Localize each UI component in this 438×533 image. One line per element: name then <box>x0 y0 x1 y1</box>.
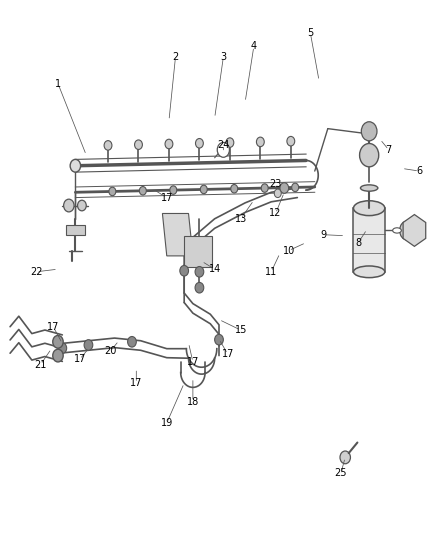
Circle shape <box>217 142 230 157</box>
Circle shape <box>165 139 173 149</box>
Text: 10: 10 <box>283 246 295 256</box>
Text: 5: 5 <box>307 28 314 38</box>
Text: 24: 24 <box>217 140 230 150</box>
Text: 20: 20 <box>104 346 117 357</box>
Circle shape <box>256 137 264 147</box>
Text: 25: 25 <box>335 469 347 478</box>
Text: 22: 22 <box>30 267 42 277</box>
Circle shape <box>180 265 188 276</box>
Text: 14: 14 <box>208 264 221 274</box>
Ellipse shape <box>353 201 385 216</box>
Circle shape <box>231 184 238 193</box>
Circle shape <box>215 334 223 345</box>
Bar <box>184 236 212 266</box>
Text: 1: 1 <box>55 78 61 88</box>
Circle shape <box>200 185 207 193</box>
Bar <box>353 208 385 272</box>
Circle shape <box>53 349 63 362</box>
Text: 17: 17 <box>74 354 86 364</box>
Circle shape <box>226 138 234 147</box>
Polygon shape <box>162 214 193 256</box>
Circle shape <box>360 143 379 167</box>
Text: 11: 11 <box>265 267 277 277</box>
Circle shape <box>261 184 268 192</box>
Circle shape <box>361 122 377 141</box>
Text: 8: 8 <box>355 238 361 248</box>
Circle shape <box>411 226 418 235</box>
Circle shape <box>109 187 116 196</box>
Text: 18: 18 <box>187 397 199 407</box>
Circle shape <box>58 343 67 353</box>
Text: 6: 6 <box>416 166 422 176</box>
Circle shape <box>195 139 203 148</box>
Circle shape <box>64 199 74 212</box>
Text: 15: 15 <box>235 325 247 335</box>
Circle shape <box>195 266 204 277</box>
Text: 23: 23 <box>269 179 282 189</box>
Text: 9: 9 <box>320 230 326 240</box>
Circle shape <box>287 136 295 146</box>
Text: 17: 17 <box>187 357 199 367</box>
Circle shape <box>274 189 281 198</box>
Circle shape <box>292 183 299 192</box>
Circle shape <box>195 282 204 293</box>
Polygon shape <box>403 215 426 246</box>
Ellipse shape <box>353 266 385 278</box>
Text: 7: 7 <box>385 145 392 155</box>
Circle shape <box>170 186 177 195</box>
Circle shape <box>78 200 86 211</box>
Text: 2: 2 <box>172 52 179 62</box>
Circle shape <box>53 335 63 348</box>
Circle shape <box>399 221 415 240</box>
Text: 17: 17 <box>161 192 173 203</box>
Ellipse shape <box>360 185 378 191</box>
Text: 13: 13 <box>235 214 247 224</box>
Circle shape <box>127 336 136 347</box>
Circle shape <box>139 187 146 195</box>
Text: 17: 17 <box>47 322 60 333</box>
Text: 17: 17 <box>222 349 234 359</box>
Circle shape <box>84 340 93 350</box>
Circle shape <box>340 451 350 464</box>
Text: 3: 3 <box>220 52 226 62</box>
Text: 4: 4 <box>251 42 257 52</box>
Circle shape <box>70 159 81 172</box>
Text: 19: 19 <box>161 418 173 428</box>
Circle shape <box>280 183 289 193</box>
Circle shape <box>134 140 142 149</box>
Text: 21: 21 <box>34 360 47 369</box>
Bar <box>66 225 85 235</box>
Text: 17: 17 <box>130 378 142 388</box>
Text: 12: 12 <box>269 208 282 219</box>
Circle shape <box>104 141 112 150</box>
Ellipse shape <box>392 228 401 233</box>
